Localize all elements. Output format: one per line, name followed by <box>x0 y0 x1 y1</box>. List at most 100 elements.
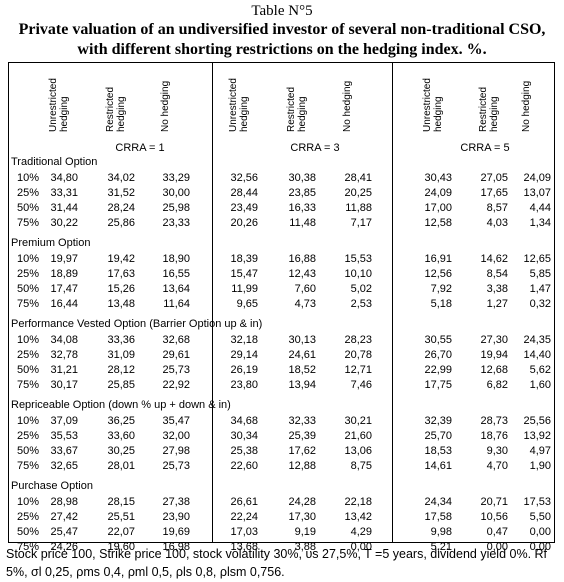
table-cell: 17,58 <box>424 511 452 523</box>
table-cell: 25,56 <box>523 415 551 427</box>
row-label: 10% <box>17 253 40 265</box>
table-cell: 33,60 <box>107 430 135 442</box>
table-cell: 23,33 <box>162 217 190 229</box>
table-cell: 12,65 <box>523 253 551 265</box>
column-header: Unrestricted hedging <box>48 78 70 132</box>
table-cell: 32,33 <box>288 415 316 427</box>
table-border <box>8 62 555 543</box>
table-cell: 22,18 <box>344 496 372 508</box>
table-cell: 7,17 <box>350 217 372 229</box>
table-cell: 1,60 <box>529 379 551 391</box>
table-cell: 4,73 <box>294 298 316 310</box>
table-cell: 9,30 <box>486 445 508 457</box>
table-cell: 25,73 <box>162 364 190 376</box>
table-cell: 16,98 <box>162 541 190 553</box>
table-cell: 21,60 <box>344 430 372 442</box>
table-cell: 25,73 <box>162 460 190 472</box>
table-cell: 25,51 <box>107 511 135 523</box>
table-cell: 16,88 <box>288 253 316 265</box>
table-cell: 14,40 <box>523 349 551 361</box>
table-cell: 27,98 <box>162 445 190 457</box>
table-cell: 32,39 <box>424 415 452 427</box>
table-cell: 31,44 <box>50 202 78 214</box>
row-label: 75% <box>17 460 40 472</box>
table-cell: 28,12 <box>107 364 135 376</box>
table-cell: 4,44 <box>529 202 551 214</box>
table-cell: 20,26 <box>230 217 258 229</box>
table-cell: 15,26 <box>107 283 135 295</box>
table-cell: 16,91 <box>424 253 452 265</box>
table-cell: 24,35 <box>523 334 551 346</box>
table-cell: 0,00 <box>350 541 372 553</box>
row-label: 75% <box>17 379 40 391</box>
table-cell: 17,30 <box>288 511 316 523</box>
table-cell: 8,54 <box>486 268 508 280</box>
table-cell: 12,68 <box>480 364 508 376</box>
table-cell: 30,00 <box>162 187 190 199</box>
row-label: 50% <box>17 526 40 538</box>
table-cell: 24,09 <box>424 187 452 199</box>
table-cell: 31,52 <box>107 187 135 199</box>
table-cell: 18,89 <box>50 268 78 280</box>
table-cell: 28,01 <box>107 460 135 472</box>
row-label: 75% <box>17 541 40 553</box>
table-cell: 27,30 <box>480 334 508 346</box>
table-cell: 23,90 <box>162 511 190 523</box>
table-cell: 25,38 <box>230 445 258 457</box>
row-label: 25% <box>17 511 40 523</box>
table-cell: 17,65 <box>480 187 508 199</box>
table-cell: 34,68 <box>230 415 258 427</box>
table-cell: 25,70 <box>424 430 452 442</box>
table-cell: 18,53 <box>424 445 452 457</box>
table-cell: 32,68 <box>162 334 190 346</box>
table-cell: 9,65 <box>236 298 258 310</box>
table-cell: 28,24 <box>107 202 135 214</box>
table-cell: 19,42 <box>107 253 135 265</box>
row-label: 75% <box>17 298 40 310</box>
table-cell: 34,80 <box>50 172 78 184</box>
row-label: 10% <box>17 415 40 427</box>
table-cell: 5,02 <box>350 283 372 295</box>
table-cell: 30,38 <box>288 172 316 184</box>
row-label: 50% <box>17 202 40 214</box>
table-title: Table N°5 <box>251 3 313 19</box>
table-cell: 4,70 <box>486 460 508 472</box>
table-cell: 12,43 <box>288 268 316 280</box>
table-cell: 11,88 <box>345 202 372 214</box>
table-cell: 13,92 <box>523 430 551 442</box>
group-divider <box>392 62 393 543</box>
table-cell: 5,85 <box>529 268 551 280</box>
table-cell: 19,60 <box>107 541 135 553</box>
group-header: CRRA = 3 <box>290 142 340 154</box>
table-cell: 28,23 <box>344 334 372 346</box>
table-cell: 25,39 <box>288 430 316 442</box>
row-label: 25% <box>17 430 40 442</box>
table-cell: 16,55 <box>162 268 190 280</box>
table-cell: 17,03 <box>230 526 258 538</box>
table-cell: 25,85 <box>107 379 135 391</box>
table-cell: 10,56 <box>480 511 508 523</box>
table-cell: 22,92 <box>162 379 190 391</box>
column-header: No hedging <box>342 80 353 132</box>
table-cell: 5,62 <box>529 364 551 376</box>
table-cell: 28,41 <box>344 172 372 184</box>
table-cell: 0,47 <box>486 526 508 538</box>
table-cell: 34,02 <box>107 172 135 184</box>
table-cell: 24,61 <box>288 349 316 361</box>
table-caption: Private valuation of an undiversified in… <box>18 21 546 58</box>
table-cell: 28,44 <box>230 187 258 199</box>
table-cell: 8,75 <box>350 460 372 472</box>
table-cell: 29,61 <box>162 349 190 361</box>
table-cell: 30,21 <box>344 415 372 427</box>
table-cell: 16,33 <box>288 202 316 214</box>
table-cell: 37,09 <box>50 415 78 427</box>
table-cell: 19,94 <box>480 349 508 361</box>
table-cell: 13,42 <box>344 511 372 523</box>
section-header: Premium Option <box>11 237 91 249</box>
table-cell: 17,62 <box>288 445 316 457</box>
table-cell: 7,46 <box>350 379 372 391</box>
table-cell: 15,53 <box>344 253 372 265</box>
table-cell: 22,24 <box>230 511 258 523</box>
table-cell: 28,98 <box>50 496 78 508</box>
table-cell: 0,32 <box>529 298 551 310</box>
